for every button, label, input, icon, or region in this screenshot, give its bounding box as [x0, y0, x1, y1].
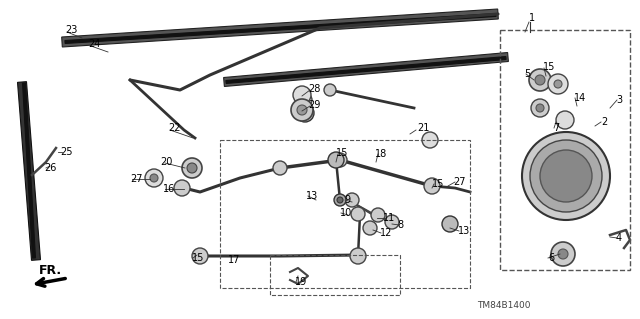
Text: 5: 5	[524, 69, 531, 79]
Circle shape	[422, 132, 438, 148]
Text: 15: 15	[543, 62, 556, 72]
Text: 20: 20	[160, 157, 172, 167]
Text: 2: 2	[601, 117, 607, 127]
Text: 28: 28	[308, 84, 321, 94]
Polygon shape	[65, 13, 496, 43]
Text: 27: 27	[453, 177, 465, 187]
Circle shape	[531, 99, 549, 117]
Circle shape	[442, 216, 458, 232]
Circle shape	[187, 163, 197, 173]
Text: 7: 7	[553, 123, 559, 133]
Polygon shape	[61, 9, 499, 47]
Text: 15: 15	[432, 179, 444, 189]
Circle shape	[385, 215, 399, 229]
Circle shape	[182, 158, 202, 178]
Text: 25: 25	[60, 147, 72, 157]
Circle shape	[556, 111, 574, 129]
Circle shape	[297, 105, 307, 115]
Text: FR.: FR.	[38, 263, 61, 277]
Bar	[500, 30, 630, 270]
Circle shape	[337, 197, 343, 203]
Circle shape	[174, 180, 190, 196]
Circle shape	[291, 99, 313, 121]
Circle shape	[363, 221, 377, 235]
Circle shape	[424, 178, 440, 194]
Circle shape	[558, 249, 568, 259]
Text: 6: 6	[548, 253, 554, 263]
Text: 10: 10	[340, 208, 352, 218]
Circle shape	[145, 169, 163, 187]
Text: 22: 22	[168, 123, 180, 133]
Polygon shape	[223, 53, 508, 86]
Text: 12: 12	[380, 228, 392, 238]
Text: 13: 13	[306, 191, 318, 201]
Circle shape	[540, 150, 592, 202]
Circle shape	[328, 152, 344, 168]
Polygon shape	[22, 83, 35, 258]
Text: 24: 24	[88, 39, 100, 49]
Circle shape	[554, 80, 562, 88]
Text: 11: 11	[383, 213, 396, 223]
Circle shape	[551, 242, 575, 266]
Text: 19: 19	[295, 277, 307, 287]
Bar	[220, 140, 470, 288]
Text: 27: 27	[130, 174, 143, 184]
Circle shape	[345, 193, 359, 207]
Text: 13: 13	[458, 226, 470, 236]
Text: 9: 9	[344, 195, 350, 205]
Circle shape	[333, 153, 347, 167]
Text: 18: 18	[375, 149, 387, 159]
Text: 21: 21	[417, 123, 429, 133]
Text: 8: 8	[397, 220, 403, 230]
Circle shape	[324, 84, 336, 96]
Circle shape	[293, 86, 311, 104]
Text: 26: 26	[44, 163, 56, 173]
Text: 16: 16	[163, 184, 175, 194]
Text: 17: 17	[228, 255, 241, 265]
Circle shape	[536, 104, 544, 112]
Circle shape	[192, 248, 208, 264]
Circle shape	[530, 140, 602, 212]
Text: 29: 29	[308, 100, 321, 110]
Circle shape	[371, 208, 385, 222]
Circle shape	[147, 171, 161, 185]
Text: 15: 15	[192, 253, 204, 263]
Circle shape	[351, 207, 365, 221]
Polygon shape	[17, 82, 40, 260]
Text: 15: 15	[336, 148, 348, 158]
Text: 23: 23	[65, 25, 77, 35]
Circle shape	[273, 161, 287, 175]
Bar	[270, 255, 400, 295]
Text: 1: 1	[529, 13, 535, 23]
Circle shape	[350, 248, 366, 264]
Text: TM84B1400: TM84B1400	[477, 301, 531, 310]
Polygon shape	[226, 56, 506, 84]
Circle shape	[529, 69, 551, 91]
Text: 14: 14	[574, 93, 586, 103]
Circle shape	[296, 104, 314, 122]
Circle shape	[150, 174, 158, 182]
Text: 3: 3	[616, 95, 622, 105]
Circle shape	[522, 132, 610, 220]
Circle shape	[298, 93, 312, 107]
Circle shape	[535, 75, 545, 85]
Text: 4: 4	[616, 233, 622, 243]
Circle shape	[334, 194, 346, 206]
Circle shape	[548, 74, 568, 94]
